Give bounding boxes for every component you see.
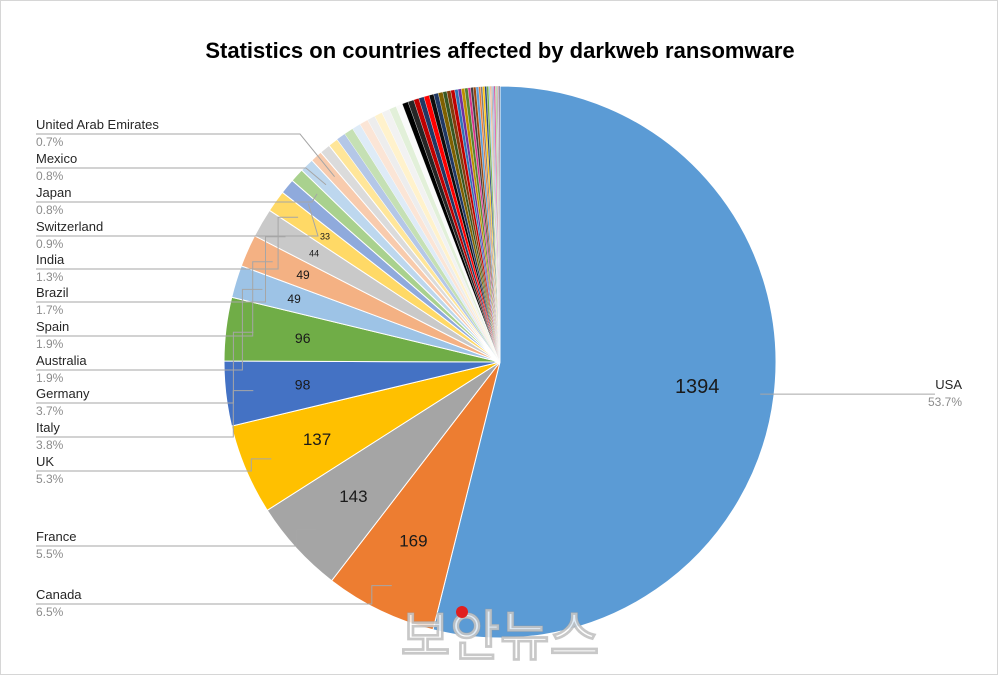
legend-percent: 3.7% <box>36 404 64 418</box>
value-label: 1394 <box>675 376 720 398</box>
leader-line <box>36 390 254 438</box>
value-label: 98 <box>295 377 311 393</box>
value-label: 44 <box>309 249 319 259</box>
pie-slice-usa <box>432 85 777 639</box>
legend-label: Germany <box>36 386 90 401</box>
legend-label: USA <box>935 377 962 392</box>
legend-label: Australia <box>36 353 87 368</box>
slice-labels: USA 53.7% Canada 6.5% France 5.5% UK 5.3% Italy 3… <box>36 117 962 619</box>
leader-line <box>36 261 273 337</box>
value-label: 143 <box>339 487 367 506</box>
leader-line <box>36 193 318 203</box>
pie-slices <box>223 85 777 639</box>
legend-percent: 0.8% <box>36 169 64 183</box>
value-label: 33 <box>320 232 330 242</box>
watermark: 보안뉴스 <box>400 605 600 669</box>
legend-percent: 0.9% <box>36 237 64 251</box>
leader-line <box>36 167 327 186</box>
legend-label: Switzerland <box>36 219 103 234</box>
leader-lines <box>36 133 935 605</box>
legend-label: UK <box>36 454 54 469</box>
leader-line <box>36 216 299 270</box>
value-label: 169 <box>399 532 427 551</box>
leader-line <box>36 331 254 404</box>
chart-title: Statistics on countries affected by dark… <box>205 38 794 63</box>
leader-line <box>36 458 272 472</box>
value-label: 49 <box>287 292 301 306</box>
value-label: 49 <box>296 268 310 282</box>
legend-label: France <box>36 529 76 544</box>
watermark-text: 보안뉴스 <box>401 605 600 668</box>
leader-line <box>36 529 317 547</box>
legend-percent: 0.8% <box>36 203 64 217</box>
legend-percent: 1.9% <box>36 337 64 351</box>
legend-label: Spain <box>36 319 69 334</box>
legend-label: United Arab Emirates <box>36 117 159 132</box>
value-label: 137 <box>303 430 331 449</box>
pie-slice-canada <box>330 361 501 631</box>
watermark-dot <box>456 606 468 618</box>
leader-line <box>36 203 319 237</box>
legend-label: Brazil <box>36 285 69 300</box>
legend-percent: 5.5% <box>36 547 64 561</box>
legend-label: Mexico <box>36 151 77 166</box>
legend-label: Canada <box>36 587 82 602</box>
legend-label: Japan <box>36 185 71 200</box>
legend-percent: 1.9% <box>36 371 64 385</box>
legend-label: Italy <box>36 420 60 435</box>
legend-label: India <box>36 252 65 267</box>
legend-percent: 1.3% <box>36 270 64 284</box>
legend-percent: 6.5% <box>36 605 64 619</box>
value-label: 96 <box>295 330 311 346</box>
legend-percent: 3.8% <box>36 438 64 452</box>
leader-line <box>36 585 392 605</box>
leader-line <box>36 133 335 178</box>
pie-slice <box>499 85 501 363</box>
legend-percent: 53.7% <box>928 395 962 409</box>
legend-percent: 0.7% <box>36 135 64 149</box>
legend-percent: 1.7% <box>36 303 64 317</box>
legend-percent: 5.3% <box>36 472 64 486</box>
